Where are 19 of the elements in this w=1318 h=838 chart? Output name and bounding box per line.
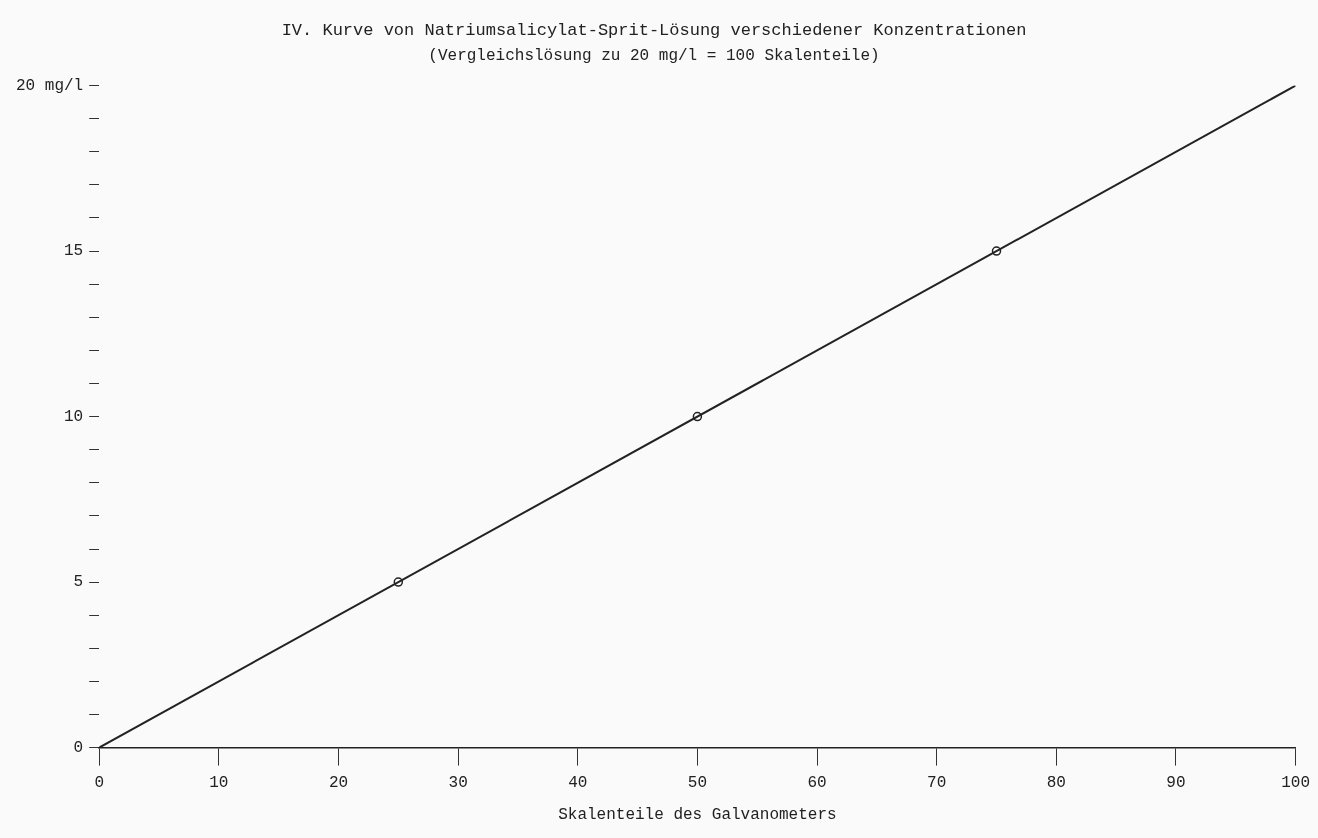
x-tick-label: 70: [927, 774, 947, 793]
x-tick-label: 20: [328, 774, 349, 793]
y-tick-label: 5: [73, 573, 84, 592]
x-tick-label: 40: [568, 774, 588, 793]
chart-title: IV. Kurve von Natriumsalicylat-Sprit-Lösung verschiedener Konzentrationen: [281, 20, 1027, 40]
x-tick-label: 60: [807, 774, 827, 793]
x-tick-label: 90: [1166, 774, 1186, 793]
x-axis-title: Skalenteile des Galvanometers: [558, 805, 837, 824]
x-tick-label: 100: [1281, 774, 1310, 793]
chart-subtitle: (Vergleichslösung zu 20 mg/l = 100 Skalenteile): [428, 47, 880, 66]
y-tick-label: 20 mg/l: [15, 76, 84, 95]
x-tick-label: 80: [1046, 774, 1066, 793]
y-tick-label: 10: [64, 407, 84, 426]
x-tick-label: 0: [94, 774, 105, 793]
x-tick-label: 50: [687, 774, 708, 793]
x-tick-label: 10: [209, 774, 229, 793]
y-tick-label: 15: [64, 242, 84, 261]
y-tick-label: 0: [73, 738, 84, 757]
x-tick-label: 30: [448, 774, 468, 793]
